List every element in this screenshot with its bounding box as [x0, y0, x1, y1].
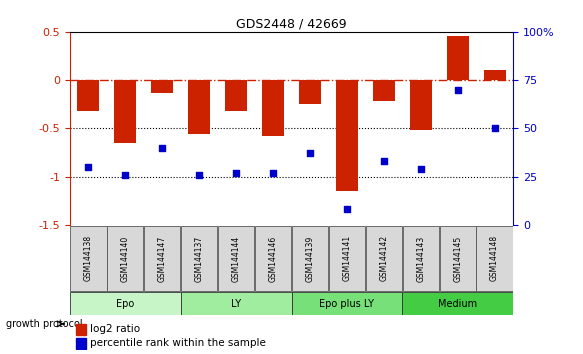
Text: GSM144138: GSM144138	[84, 235, 93, 281]
Point	[305, 150, 315, 156]
Bar	[218, 226, 254, 291]
Bar	[447, 36, 469, 80]
Point	[342, 206, 352, 212]
Text: GSM144148: GSM144148	[490, 235, 499, 281]
Bar	[144, 226, 180, 291]
Text: GSM144146: GSM144146	[269, 235, 278, 281]
Bar	[402, 292, 513, 315]
Bar	[76, 338, 86, 349]
Bar	[292, 226, 328, 291]
Text: percentile rank within the sample: percentile rank within the sample	[90, 338, 266, 348]
Point	[231, 170, 241, 176]
Bar	[107, 226, 143, 291]
Text: growth protocol: growth protocol	[6, 319, 82, 329]
Bar	[476, 226, 512, 291]
Bar	[255, 226, 291, 291]
Text: Epo plus LY: Epo plus LY	[319, 298, 374, 309]
Bar	[151, 80, 173, 93]
Text: GSM144143: GSM144143	[416, 235, 425, 281]
Bar	[262, 80, 284, 136]
Bar	[78, 80, 100, 111]
Text: Medium: Medium	[438, 298, 477, 309]
Text: GSM144137: GSM144137	[195, 235, 203, 281]
Text: GSM144147: GSM144147	[158, 235, 167, 281]
Bar	[225, 80, 247, 111]
Bar	[114, 80, 136, 143]
Bar	[410, 80, 432, 130]
Point	[453, 87, 462, 92]
Bar	[181, 226, 217, 291]
Text: GSM144142: GSM144142	[380, 235, 388, 281]
Bar	[181, 292, 292, 315]
Bar	[483, 70, 505, 80]
Text: GSM144145: GSM144145	[453, 235, 462, 281]
Bar	[292, 292, 402, 315]
Bar	[299, 80, 321, 104]
Text: LY: LY	[231, 298, 241, 309]
Text: GSM144144: GSM144144	[231, 235, 241, 281]
Point	[379, 158, 388, 164]
Point	[84, 164, 93, 170]
Text: GSM144140: GSM144140	[121, 235, 130, 281]
Point	[416, 166, 426, 172]
Bar	[70, 292, 181, 315]
Bar	[440, 226, 476, 291]
Bar	[188, 80, 210, 134]
Bar	[329, 226, 365, 291]
Bar	[366, 226, 402, 291]
Text: Epo: Epo	[116, 298, 135, 309]
Text: log2 ratio: log2 ratio	[90, 324, 141, 334]
Bar	[403, 226, 439, 291]
Point	[268, 170, 278, 176]
Point	[195, 172, 204, 177]
Bar	[71, 226, 107, 291]
Bar	[336, 80, 358, 191]
Point	[157, 145, 167, 150]
Title: GDS2448 / 42669: GDS2448 / 42669	[236, 18, 347, 31]
Point	[121, 172, 130, 177]
Bar	[373, 80, 395, 101]
Text: GSM144139: GSM144139	[305, 235, 314, 281]
Point	[490, 125, 499, 131]
Text: GSM144141: GSM144141	[342, 235, 352, 281]
Bar	[76, 324, 86, 335]
